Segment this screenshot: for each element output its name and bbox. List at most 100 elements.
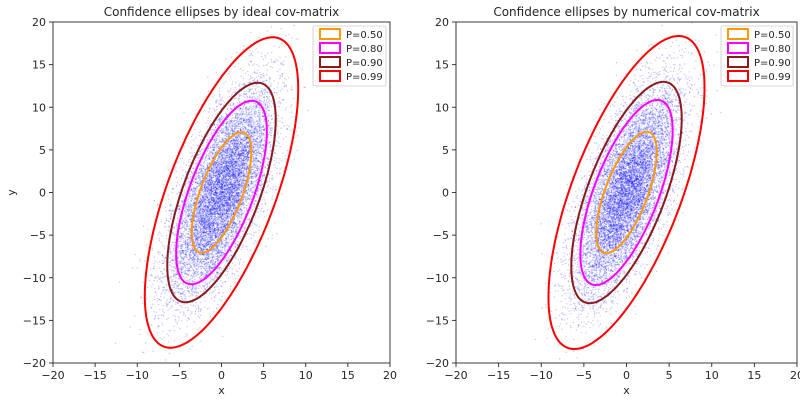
scatter-point	[210, 212, 213, 214]
scatter-point	[270, 114, 273, 117]
scatter-point	[207, 176, 209, 178]
scatter-point	[243, 130, 246, 132]
scatter-point	[215, 113, 217, 116]
scatter-point	[201, 285, 204, 287]
scatter-point	[210, 259, 212, 261]
scatter-point	[283, 85, 285, 88]
scatter-point	[242, 70, 244, 72]
scatter-point	[163, 275, 165, 278]
scatter-point	[179, 255, 181, 257]
scatter-point	[232, 183, 234, 185]
scatter-point	[227, 129, 230, 131]
scatter-point	[200, 213, 202, 215]
scatter-point	[177, 212, 180, 214]
scatter-point	[266, 192, 268, 194]
scatter-point	[229, 162, 232, 165]
scatter-point	[271, 198, 273, 200]
scatter-point	[250, 174, 252, 176]
scatter-point	[167, 341, 170, 343]
scatter-point	[209, 208, 211, 210]
scatter-point	[178, 319, 180, 322]
scatter-point	[256, 76, 258, 79]
scatter-point	[258, 120, 260, 122]
scatter-point	[183, 312, 185, 314]
scatter-point	[240, 235, 242, 238]
scatter-point	[202, 175, 204, 177]
scatter-point	[201, 174, 203, 176]
scatter-point	[185, 186, 187, 188]
scatter-point	[219, 267, 221, 269]
scatter-point	[181, 319, 183, 322]
scatter-point	[200, 202, 202, 205]
scatter-point	[218, 232, 221, 234]
scatter-point	[170, 253, 172, 256]
scatter-point	[192, 268, 194, 271]
scatter-point	[206, 190, 208, 192]
scatter-point	[279, 76, 282, 78]
scatter-point	[222, 176, 225, 179]
scatter-point	[276, 92, 278, 94]
scatter-point	[174, 292, 176, 294]
scatter-point	[232, 120, 234, 123]
scatter-point	[221, 118, 224, 120]
scatter-point	[214, 255, 216, 257]
scatter-point	[205, 254, 208, 256]
scatter-point	[179, 240, 181, 242]
scatter-point	[220, 234, 222, 236]
scatter-point	[218, 256, 221, 258]
scatter-point	[200, 260, 202, 262]
scatter-point	[193, 128, 196, 131]
scatter-point	[231, 93, 233, 95]
scatter-point	[192, 277, 194, 279]
scatter-point	[220, 166, 222, 169]
scatter-point	[165, 303, 167, 305]
scatter-point	[224, 225, 227, 227]
scatter-point	[158, 237, 160, 240]
scatter-point	[235, 243, 237, 245]
scatter-point	[209, 209, 211, 211]
scatter-point	[167, 317, 169, 319]
scatter-point	[235, 170, 238, 172]
scatter-point	[228, 122, 231, 125]
scatter-point	[262, 138, 264, 140]
scatter-point	[187, 246, 189, 248]
scatter-point	[230, 129, 232, 131]
scatter-point	[211, 154, 213, 157]
scatter-point	[199, 150, 201, 152]
scatter-point	[235, 215, 238, 218]
scatter-point	[257, 121, 259, 124]
scatter-point	[191, 345, 193, 347]
scatter-point	[254, 109, 256, 111]
scatter-point	[244, 197, 246, 200]
scatter-point	[256, 133, 258, 135]
scatter-point	[207, 119, 209, 122]
scatter-point	[232, 166, 234, 169]
scatter-point	[210, 243, 213, 245]
scatter-point	[239, 168, 241, 170]
scatter-point	[203, 184, 206, 186]
scatter-point	[223, 229, 225, 231]
scatter-point	[217, 143, 220, 145]
scatter-point	[259, 136, 261, 138]
scatter-point	[243, 227, 246, 229]
scatter-point	[262, 177, 264, 180]
scatter-point	[221, 191, 223, 193]
scatter-point	[218, 96, 221, 98]
scatter-point	[256, 120, 258, 123]
scatter-point	[219, 144, 221, 146]
scatter-point	[242, 173, 244, 175]
scatter-point	[254, 156, 256, 159]
scatter-point	[202, 282, 204, 284]
scatter-point	[247, 187, 250, 189]
scatter-point	[185, 245, 187, 247]
scatter-point	[246, 151, 248, 154]
chart-title: Confidence ellipses by ideal cov-matrix	[104, 5, 340, 19]
scatter-point	[168, 352, 171, 355]
scatter-point	[176, 185, 178, 187]
scatter-point	[210, 215, 212, 218]
scatter-point	[221, 127, 223, 130]
scatter-point	[218, 256, 221, 258]
scatter-point	[171, 244, 173, 246]
scatter-point	[244, 177, 247, 179]
scatter-point	[203, 109, 206, 112]
